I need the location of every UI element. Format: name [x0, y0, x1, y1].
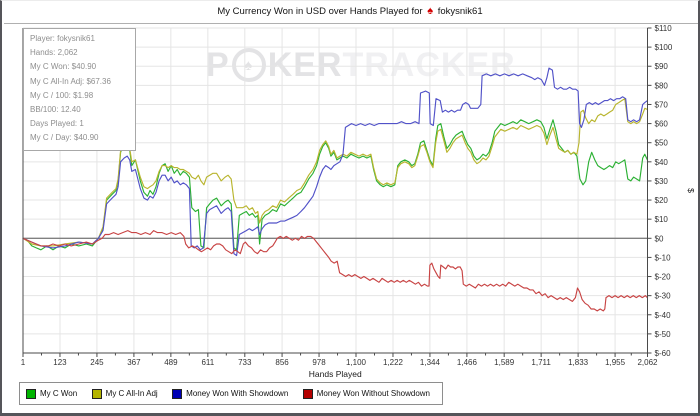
svg-text:$-20: $-20	[655, 273, 672, 282]
legend-label: My C All-In Adj	[105, 389, 158, 398]
info-line: My C / 100: $1.98	[30, 90, 94, 100]
svg-text:$0: $0	[655, 234, 664, 243]
info-line: My C / Day: $40.90	[30, 133, 99, 143]
legend-swatch	[172, 388, 183, 399]
legend-item: Money Won Without Showdown	[302, 388, 430, 399]
pokerstars-spade-icon: ♠	[427, 5, 434, 17]
chart-legend: My C Won My C All-In Adj Money Won With Sh…	[19, 382, 443, 405]
svg-text:$110: $110	[655, 24, 673, 33]
legend-item: My C All-In Adj	[91, 388, 158, 399]
legend-label: Money Won With Showdown	[186, 389, 289, 398]
poker-chip-icon: ♠	[231, 48, 266, 82]
svg-text:$-30: $-30	[655, 292, 672, 301]
watermark-text-ker: KER	[267, 45, 343, 84]
legend-item: Money Won With Showdown	[172, 388, 289, 399]
svg-text:123: 123	[53, 358, 67, 367]
legend-swatch	[91, 388, 102, 399]
svg-text:$50: $50	[655, 139, 669, 148]
svg-text:$-10: $-10	[655, 253, 672, 262]
svg-text:$10: $10	[655, 215, 669, 224]
legend-label: My C Won	[40, 389, 78, 398]
svg-text:367: 367	[127, 358, 141, 367]
svg-text:1,955: 1,955	[605, 358, 626, 367]
svg-text:1,466: 1,466	[457, 358, 478, 367]
info-line: Days Played: 1	[30, 119, 84, 129]
svg-text:611: 611	[201, 358, 214, 367]
watermark-text-p: P	[206, 45, 230, 84]
chip-spade-glyph: ♠	[244, 56, 254, 74]
svg-text:$40: $40	[655, 158, 669, 167]
svg-text:1,222: 1,222	[383, 358, 404, 367]
svg-text:733: 733	[238, 358, 252, 367]
info-line: My C Won: $40.90	[30, 62, 97, 72]
svg-text:856: 856	[275, 358, 289, 367]
svg-text:$30: $30	[655, 177, 669, 186]
pokertracker-watermark: P ♠ KER TRACKER	[206, 42, 516, 88]
svg-text:$: $	[686, 188, 696, 193]
chart-title-text: My Currency Won in USD over Hands Played…	[217, 6, 423, 17]
svg-text:1,833: 1,833	[568, 358, 589, 367]
svg-text:$60: $60	[655, 120, 669, 129]
svg-text:$90: $90	[655, 62, 669, 71]
svg-text:489: 489	[164, 358, 178, 367]
svg-text:1: 1	[21, 358, 26, 367]
info-line: My C All-In Adj: $67.36	[30, 76, 111, 86]
watermark-text-tracker: TRACKER	[342, 45, 516, 84]
svg-text:1,589: 1,589	[494, 358, 515, 367]
svg-text:$80: $80	[655, 81, 669, 90]
svg-text:$70: $70	[655, 100, 669, 109]
chart-title-player: fokysnik61	[437, 6, 483, 17]
legend-label: Money Won Without Showdown	[316, 389, 430, 398]
legend-item: My C Won	[26, 388, 78, 399]
legend-swatch	[26, 388, 36, 399]
svg-text:$20: $20	[655, 196, 669, 205]
svg-text:245: 245	[90, 358, 104, 367]
svg-text:Hands Played: Hands Played	[309, 369, 362, 379]
info-line: Hands: 2,062	[30, 48, 78, 58]
svg-text:978: 978	[312, 358, 326, 367]
svg-text:$-50: $-50	[655, 330, 672, 339]
svg-text:$-40: $-40	[655, 311, 672, 320]
svg-text:$100: $100	[655, 43, 673, 52]
info-line: Player: fokysnik61	[30, 34, 95, 43]
chart-title: My Currency Won in USD over Hands Played…	[2, 5, 698, 17]
info-line: BB/100: 12.40	[30, 105, 81, 115]
svg-text:1,100: 1,100	[346, 358, 367, 367]
svg-text:1,711: 1,711	[531, 358, 551, 367]
stats-info-box: Player: fokysnik61 Hands: 2,062 My C Won: …	[23, 28, 136, 151]
svg-text:1,344: 1,344	[420, 358, 441, 367]
svg-text:$-60: $-60	[655, 349, 672, 358]
svg-text:2,062: 2,062	[637, 358, 658, 367]
legend-swatch	[302, 388, 313, 399]
